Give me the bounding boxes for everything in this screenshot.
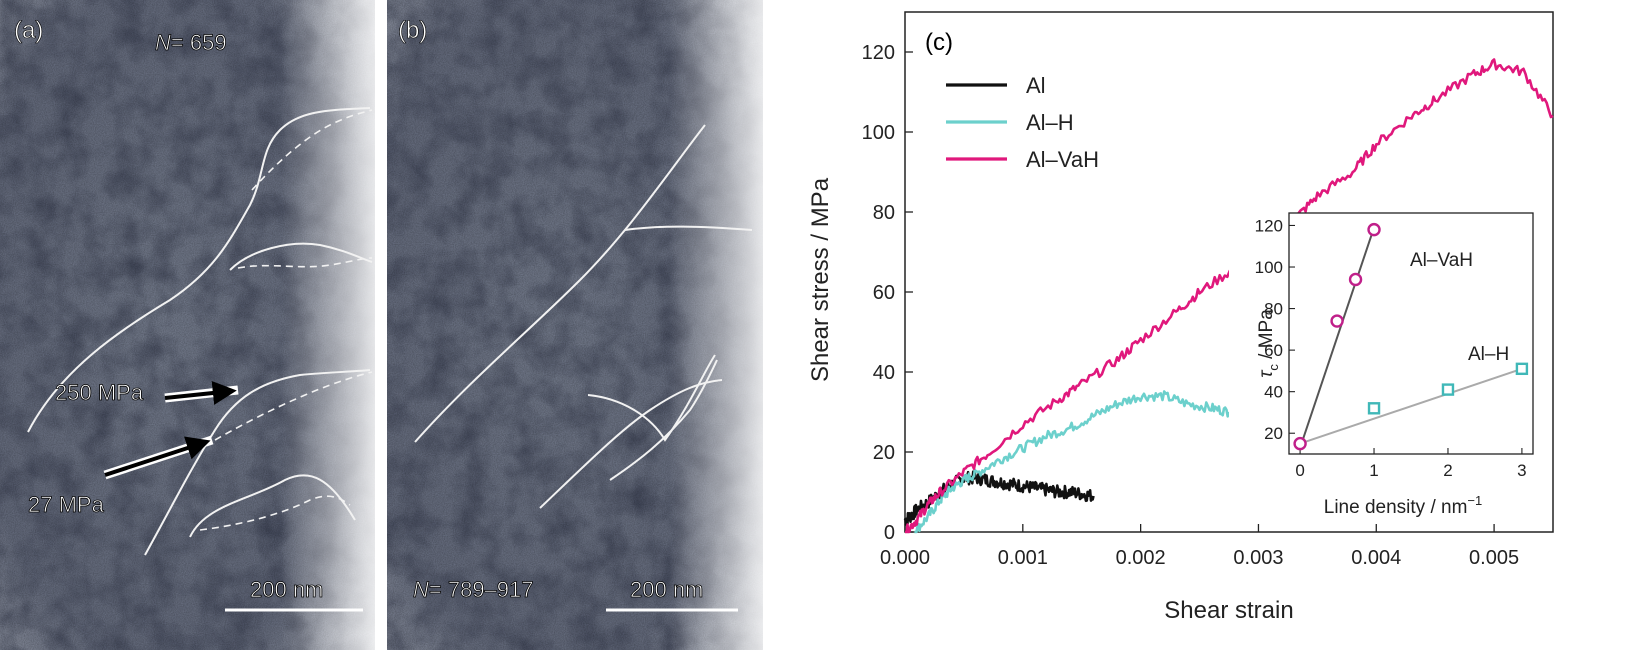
y-tick-label: 100: [862, 122, 895, 144]
inset-fit-line: [1299, 227, 1375, 449]
micrograph-b-edge-glow: [387, 0, 763, 650]
axis-ticks: 0.000 0.001 0.002 0.003 0.004 0.0050204060801…: [862, 42, 1519, 569]
y-tick-label: 80: [873, 202, 895, 224]
inset-x-tick-label: 0: [1295, 461, 1304, 480]
inset-y-axis-symbol: τ: [1256, 369, 1277, 378]
inset-x-axis-title: Line density / nm−1: [1324, 493, 1482, 518]
inset-series-label: Al–VaH: [1410, 250, 1473, 271]
micrograph-b: (b) N= 789–917 200 nm: [387, 0, 763, 650]
inset-axis-ticks: 0 1 2 3 20 40 60 80 100 120: [1255, 216, 1527, 480]
stress-strain-chart: 0.000 0.001 0.002 0.003 0.004 0.0050204060801…: [807, 11, 1554, 624]
series-line: [904, 58, 1554, 534]
x-tick-label: 0.001: [998, 547, 1048, 569]
y-axis-title: Shear stress / MPa: [807, 177, 834, 382]
inset-point: [1330, 314, 1344, 328]
arrow-label-27: 27 MPa: [28, 492, 105, 517]
x-tick-label: 0.000: [880, 547, 930, 569]
panel-label-c: (c): [925, 29, 953, 56]
inset-point: [1441, 383, 1455, 396]
dislocation-dashed-line: [214, 371, 373, 441]
dislocation-lines-b: [414, 124, 753, 509]
inset-series: Al–VaH Al–H: [1293, 222, 1529, 451]
micrograph-a: (a) N= 659 250 MPa 27 MPa 200 nm: [0, 0, 375, 650]
dislocation-lines-a: [27, 107, 373, 556]
cycle-count-prefix: N: [155, 30, 171, 55]
stress-arrow-250: [164, 381, 239, 405]
x-tick-label: 0.002: [1116, 547, 1166, 569]
inset-y-tick-label: 100: [1255, 258, 1283, 277]
panel-label-a: (a): [14, 17, 43, 44]
cycle-count-a: N= 659: [155, 30, 227, 55]
x-axis-title: Shear strain: [1164, 597, 1293, 624]
cycle-count-value: = 659: [171, 30, 227, 55]
y-tick-label: 40: [873, 362, 895, 384]
micrograph-a-edge-glow: [0, 0, 375, 650]
inset-point: [1348, 272, 1363, 287]
dislocation-line: [624, 225, 753, 231]
y-tick-label: 120: [862, 42, 895, 64]
x-tick-label: 0.005: [1469, 547, 1519, 569]
x-tick-label: 0.004: [1351, 547, 1401, 569]
legend-label: Al–H: [1026, 110, 1074, 135]
plot-area-frame: [904, 11, 1554, 533]
inset-y-tick-label: 20: [1264, 424, 1283, 443]
y-tick-label: 60: [873, 282, 895, 304]
legend-label: Al: [1026, 73, 1046, 98]
y-tick-label: 20: [873, 442, 895, 464]
scale-bar-label-b: 200 nm: [630, 577, 703, 602]
inset-y-axis-title: τc / MPa: [1256, 309, 1281, 378]
inset-point: [1293, 436, 1307, 451]
dislocation-line: [229, 242, 373, 271]
dislocation-line: [189, 474, 356, 538]
inset-y-tick-label: 40: [1264, 383, 1283, 402]
dislocation-line: [27, 107, 371, 433]
inset-x-axis-title-text: Line density / nm: [1324, 497, 1468, 518]
dislocation-dashed-line: [237, 257, 373, 269]
inset-x-tick-label: 3: [1517, 461, 1526, 480]
dislocation-dashed-line: [199, 495, 351, 531]
inset-point: [1367, 222, 1381, 237]
inset-fit-line: [1299, 367, 1523, 445]
cycle-count-value: = 789–917: [429, 577, 534, 602]
legend: Al Al–H Al–VaH: [946, 73, 1099, 172]
inset-y-axis-suffix: / MPa: [1256, 309, 1277, 364]
arrow-label-250: 250 MPa: [55, 380, 144, 405]
dislocation-dashed-line: [251, 109, 373, 191]
inset-y-tick-label: 80: [1264, 300, 1283, 319]
dislocation-line: [587, 354, 716, 442]
inset-x-tick-label: 2: [1443, 461, 1452, 480]
inset-point: [1367, 402, 1381, 415]
x-tick-label: 0.003: [1233, 547, 1283, 569]
inset-line-density-chart: 0 1 2 3 20 40 60 80 100 120 Al–VaH Al–H Line densi…: [1229, 212, 1534, 518]
cycle-count-prefix: N: [413, 577, 429, 602]
inset-background: [1229, 213, 1533, 514]
inset-x-axis-title-superscript: −1: [1467, 493, 1482, 508]
series-line: [914, 390, 1231, 534]
panel-label-b: (b): [398, 17, 427, 44]
inset-frame: [1288, 212, 1534, 455]
dislocation-dashed-lines-a: [199, 109, 373, 531]
inset-y-tick-label: 60: [1264, 341, 1283, 360]
y-tick-label: 0: [884, 522, 895, 544]
inset-y-axis-subscript: c: [1266, 364, 1281, 371]
inset-y-tick-label: 120: [1255, 216, 1283, 235]
legend-label: Al–VaH: [1026, 147, 1099, 172]
dislocation-line: [414, 124, 706, 443]
dislocation-line: [144, 369, 371, 556]
dislocation-line: [609, 359, 718, 481]
inset-series-label: Al–H: [1468, 344, 1509, 365]
inset-point: [1515, 362, 1529, 376]
inset-x-tick-label: 1: [1369, 461, 1378, 480]
cycle-count-b: N= 789–917: [413, 577, 534, 602]
scale-bar-label-a: 200 nm: [250, 577, 323, 602]
series-lines: [903, 58, 1554, 534]
stress-arrow-27: [103, 435, 214, 480]
